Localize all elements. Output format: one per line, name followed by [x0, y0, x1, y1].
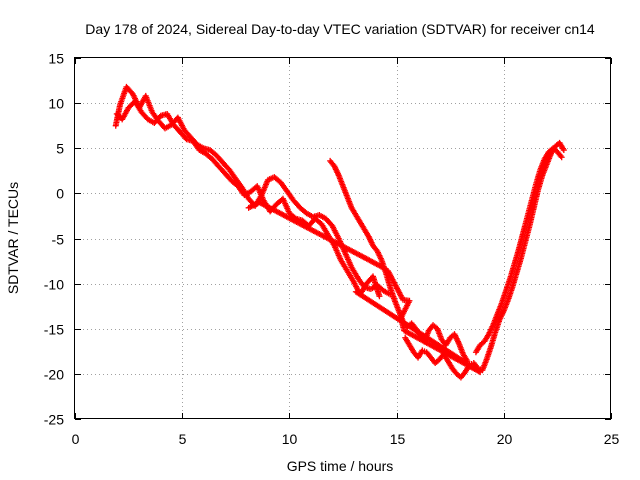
series-track-e — [472, 145, 565, 356]
x-tick-labels: 0 5 10 15 20 25 — [72, 431, 620, 447]
x-tick-label: 25 — [604, 431, 620, 447]
series-track-a — [112, 83, 394, 298]
x-tick-label: 20 — [497, 431, 513, 447]
y-tick-label: -15 — [44, 322, 64, 338]
x-axis-label: GPS time / hours — [287, 458, 394, 474]
data-point — [376, 293, 383, 300]
x-tick-label: 5 — [179, 431, 187, 447]
grid-lines — [75, 58, 611, 419]
y-tick-label: 10 — [48, 96, 64, 112]
y-tick-label: 15 — [48, 51, 64, 67]
series-outliers — [245, 199, 484, 376]
axis-ticks — [75, 58, 612, 420]
y-axis-label: SDTVAR / TECUs — [5, 182, 21, 294]
y-tick-label: 0 — [56, 186, 64, 202]
data-point — [352, 288, 359, 295]
y-tick-label: -25 — [44, 412, 64, 428]
plot-frame — [74, 57, 611, 419]
chart-title: Day 178 of 2024, Sidereal Day-to-day VTE… — [85, 21, 595, 37]
x-tick-label: 15 — [390, 431, 406, 447]
data-point — [558, 154, 565, 161]
y-tick-label: -20 — [44, 367, 64, 383]
y-tick-label: -10 — [44, 277, 64, 293]
data-point — [560, 147, 567, 154]
series-track-b — [113, 98, 383, 300]
y-tick-labels: -25 -20 -15 -10 -5 0 5 10 15 — [44, 51, 64, 428]
y-tick-label: -5 — [52, 232, 65, 248]
x-tick-label: 10 — [282, 431, 298, 447]
x-tick-label: 0 — [72, 431, 80, 447]
y-tick-label: 5 — [56, 141, 64, 157]
data-series — [112, 83, 567, 381]
